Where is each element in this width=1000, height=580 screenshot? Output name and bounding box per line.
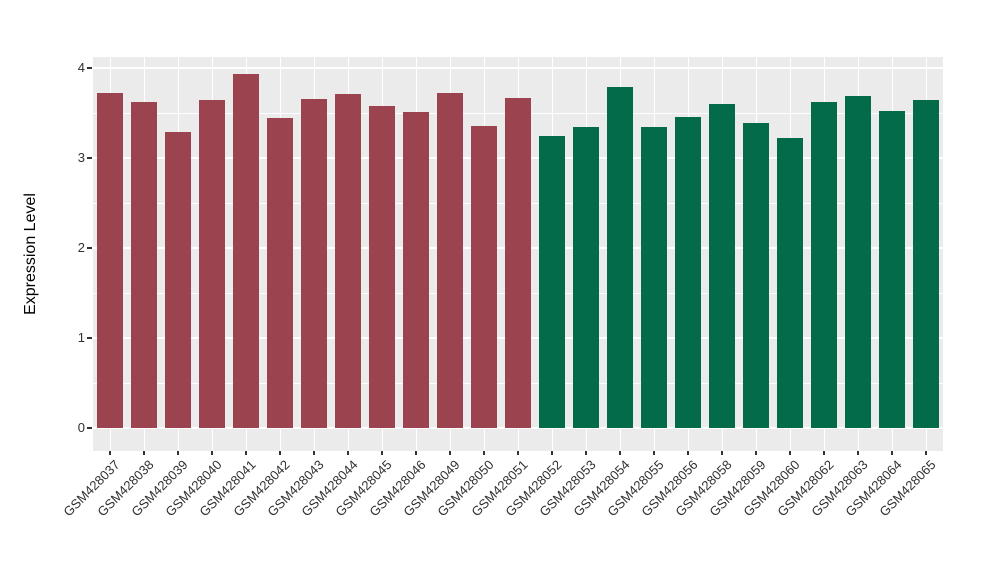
bar-GSM428043 [301, 98, 327, 428]
y-tick-label: 4 [77, 60, 85, 75]
x-tick-mark [551, 451, 553, 455]
x-tick-mark [381, 451, 383, 455]
gridline-major [93, 67, 943, 69]
x-tick-mark [143, 451, 145, 455]
bar-GSM428055 [641, 126, 667, 428]
x-tick-mark [449, 451, 451, 455]
y-tick-mark [87, 67, 92, 69]
x-tick-mark [687, 451, 689, 455]
bar-GSM428038 [131, 102, 157, 428]
bar-GSM428045 [369, 105, 395, 428]
x-tick-mark [109, 451, 111, 455]
x-tick-mark [211, 451, 213, 455]
bar-GSM428052 [539, 135, 565, 428]
bar-GSM428064 [879, 111, 905, 428]
y-tick-mark [87, 157, 92, 159]
x-tick-mark [619, 451, 621, 455]
bar-GSM428040 [199, 99, 225, 428]
bar-GSM428065 [913, 99, 939, 428]
bar-GSM428042 [267, 118, 293, 428]
x-tick-mark [925, 451, 927, 455]
y-tick-mark [87, 337, 92, 339]
bar-GSM428062 [811, 102, 837, 428]
bar-GSM428044 [335, 94, 361, 428]
bar-GSM428063 [845, 95, 871, 428]
x-tick-mark [585, 451, 587, 455]
plot-panel [93, 57, 943, 451]
x-tick-mark [721, 451, 723, 455]
x-tick-mark [653, 451, 655, 455]
x-tick-mark [823, 451, 825, 455]
x-tick-mark [177, 451, 179, 455]
y-tick-label: 0 [77, 420, 85, 435]
bar-GSM428037 [97, 93, 123, 428]
bar-GSM428054 [607, 86, 633, 428]
y-tick-label: 3 [77, 150, 85, 165]
x-tick-mark [755, 451, 757, 455]
bar-GSM428049 [437, 93, 463, 428]
bar-GSM428050 [471, 125, 497, 428]
bar-GSM428046 [403, 112, 429, 428]
x-tick-mark [245, 451, 247, 455]
y-tick-label: 1 [77, 330, 85, 345]
x-tick-mark [517, 451, 519, 455]
bar-GSM428053 [573, 126, 599, 428]
x-tick-mark [483, 451, 485, 455]
bar-GSM428056 [675, 116, 701, 428]
x-tick-mark [415, 451, 417, 455]
bar-GSM428058 [709, 104, 735, 428]
bar-GSM428051 [505, 97, 531, 428]
bars-layer [93, 57, 943, 451]
x-tick-mark [347, 451, 349, 455]
bar-GSM428039 [165, 131, 191, 428]
bar-GSM428059 [743, 122, 769, 428]
bar-GSM428041 [233, 74, 259, 428]
bar-GSM428060 [777, 138, 803, 428]
y-tick-label: 2 [77, 240, 85, 255]
x-tick-mark [279, 451, 281, 455]
y-tick-mark [87, 427, 92, 429]
y-tick-mark [87, 247, 92, 249]
x-tick-mark [313, 451, 315, 455]
x-tick-mark [789, 451, 791, 455]
gridline-major [93, 427, 943, 429]
x-tick-mark [891, 451, 893, 455]
x-tick-mark [857, 451, 859, 455]
